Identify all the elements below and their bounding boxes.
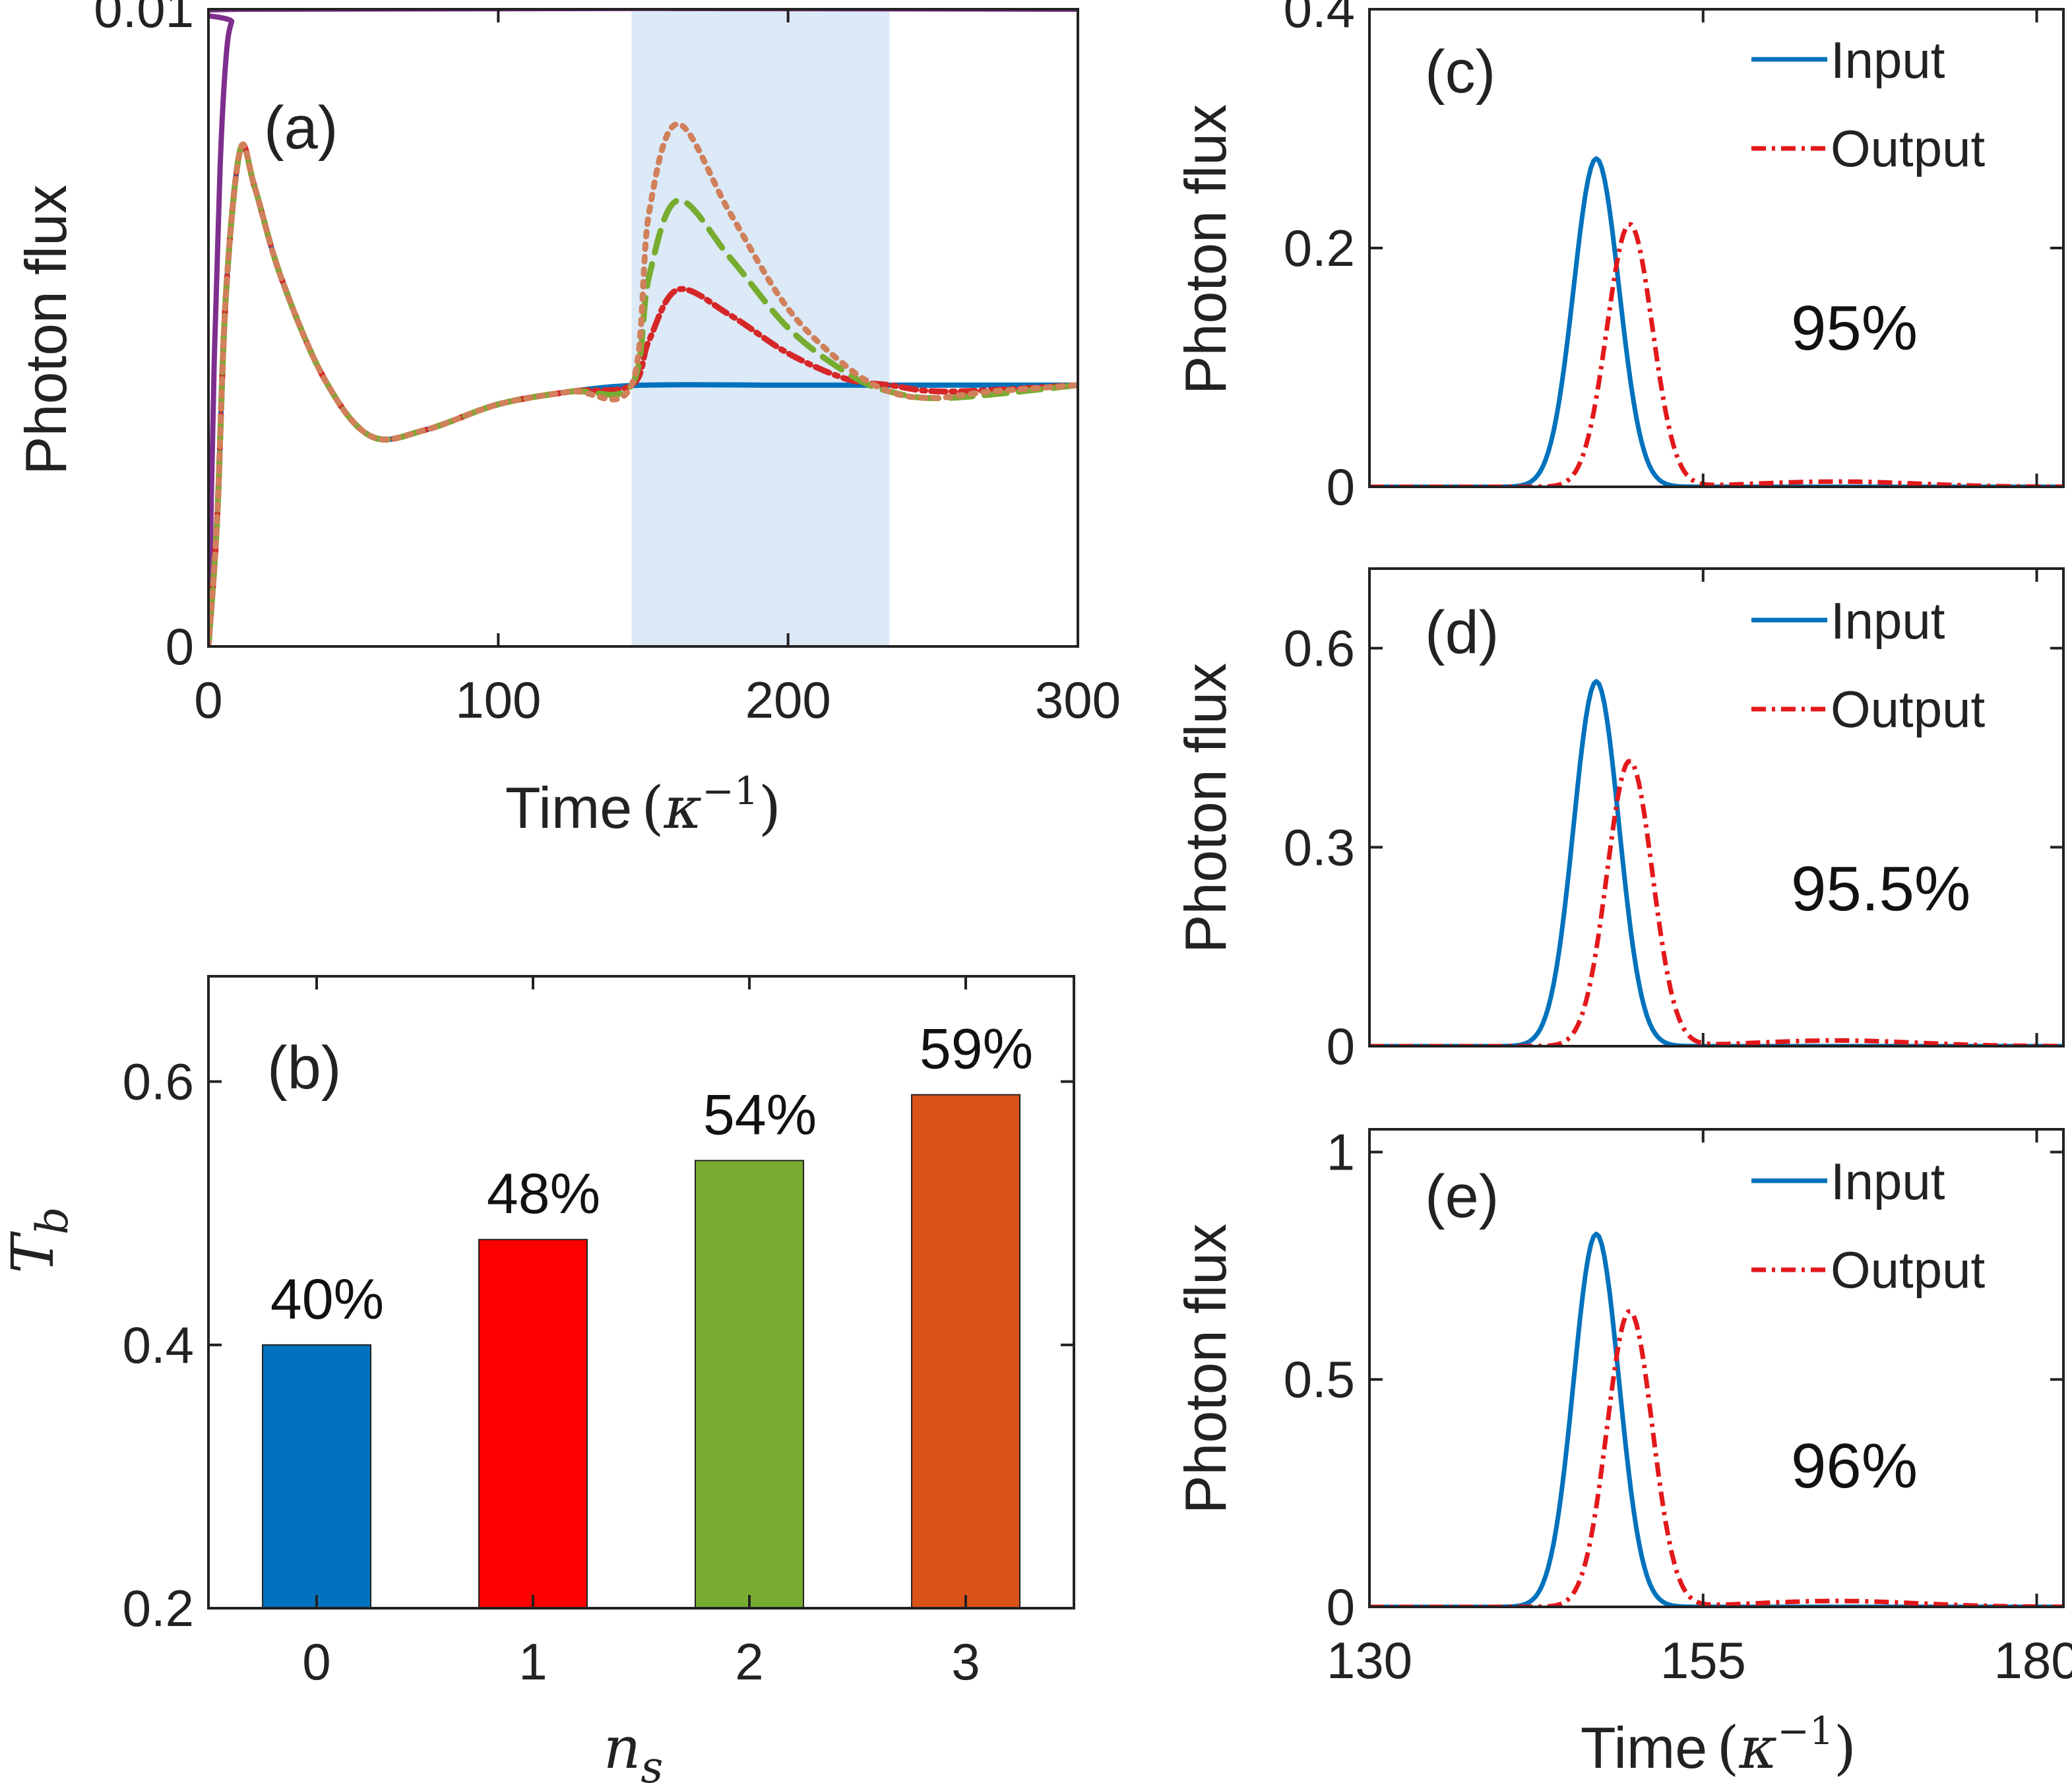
panel-e-legend-input: Input: [1831, 1152, 1945, 1210]
panel-b-xlabel: ns: [604, 1714, 664, 1783]
panel-b-label: (b): [267, 1034, 341, 1102]
panel-b-ylabel-sub: b: [27, 1207, 78, 1235]
panel-b-frame: [207, 975, 1075, 1610]
panel-b-xtick-label: 3: [951, 1633, 980, 1691]
panel-b-xtick-label: 2: [735, 1633, 763, 1691]
panel-a-ytick-label: 0: [166, 617, 194, 675]
panel-b: 40% 48% 54% 59% 0 1 2 3 0.2 0.4 0.6 (b) Tb ns: [0, 975, 1075, 1783]
panel-b-xlabel-sub: s: [641, 1742, 663, 1783]
panel-e-legend-output: Output: [1831, 1241, 1985, 1299]
panel-c-ytick-label: 0.4: [1284, 0, 1355, 38]
panel-d-ytick-label: 0: [1327, 1017, 1355, 1075]
panel-d-output-line: [1369, 759, 2063, 1046]
panel-e-xlabel-exp: −1: [1777, 1708, 1834, 1753]
panel-e-legend: Input Output: [1751, 1152, 1985, 1299]
panel-d-annotation: 95.5%: [1791, 854, 1970, 924]
panel-c-label: (c): [1425, 38, 1495, 106]
panel-e-frame: [1368, 1128, 2065, 1608]
panel-c-output-line: [1369, 222, 2063, 487]
panel-e: 130 155 180 0 0.5 1 (e) Photon flux Input Out…: [1173, 1123, 2072, 1782]
panel-e-ytick-label: 0: [1327, 1578, 1355, 1636]
panel-b-bar: [695, 1160, 804, 1609]
panel-e-xtick-label: 155: [1660, 1631, 1746, 1689]
panel-b-xtick-label: 0: [302, 1633, 330, 1691]
panel-e-output-line: [1369, 1309, 2063, 1607]
panel-a-highlight: [631, 9, 890, 646]
panel-c-input-line: [1369, 156, 2063, 487]
panel-a-xtick-label: 200: [745, 671, 831, 729]
panel-b-ytick-label: 0.2: [123, 1579, 194, 1637]
panel-e-label: (e): [1425, 1163, 1499, 1230]
panel-a-xlabel-time: Time: [505, 775, 632, 840]
panel-e-ylabel: Photon flux: [1173, 1224, 1238, 1514]
panel-d-legend-output: Output: [1831, 680, 1985, 738]
panel-b-bar: [262, 1344, 371, 1610]
panel-b-ylabel-main: T: [0, 1230, 67, 1273]
panel-a-xlabel-kappa: κ: [664, 774, 703, 842]
panel-e-xtick-label: 180: [1994, 1631, 2072, 1689]
panel-d-ytick-label: 0.6: [1284, 619, 1355, 677]
panel-a-xtick-label: 0: [194, 671, 222, 729]
panel-c: 0 0.2 0.4 (c) Photon flux Input Output 95%: [1173, 0, 2065, 516]
panel-e-xlabel-time: Time: [1581, 1715, 1707, 1780]
panel-a-xtick-label: 300: [1035, 671, 1121, 729]
panel-a-xlabel: Time (κ−1): [505, 768, 781, 842]
panel-d-ytick-label: 0.3: [1284, 818, 1355, 876]
panel-a-ytick-label: 0.01: [94, 0, 194, 38]
panel-c-legend-input: Input: [1831, 31, 1945, 89]
panel-e-xtick-label: 130: [1327, 1631, 1412, 1689]
panel-c-legend: Input Output: [1751, 31, 1985, 177]
panel-e-xlabel: Time (κ−1): [1581, 1708, 1856, 1782]
panel-b-bar-label: 54%: [703, 1083, 817, 1146]
panel-e-annotation: 96%: [1791, 1431, 1918, 1501]
panel-c-annotation: 95%: [1791, 293, 1918, 363]
panel-d-legend-input: Input: [1831, 592, 1945, 650]
panel-b-bar-label: 40%: [270, 1268, 384, 1331]
panel-a-label: (a): [264, 94, 338, 162]
panel-b-bar-label: 48%: [487, 1162, 600, 1226]
panel-a-xtick-label: 100: [455, 671, 541, 729]
panel-c-ylabel: Photon flux: [1173, 104, 1238, 394]
panel-d-legend: Input Output: [1751, 592, 1985, 738]
panel-b-xtick-label: 1: [518, 1633, 547, 1691]
panel-b-ytick-label: 0.4: [123, 1316, 194, 1374]
panel-a-series-line: [208, 121, 1078, 646]
panel-a-xlabel-exp: −1: [702, 768, 759, 813]
panel-e-ytick-label: 0.5: [1284, 1350, 1355, 1408]
panel-a: 0 100 200 300 0 0.01 (a) Photon flux Time (κ−1…: [13, 0, 1121, 842]
panel-d: 0 0.3 0.6 (d) Photon flux Input Output 95.…: [1173, 567, 2065, 1075]
panel-b-bar: [911, 1094, 1020, 1609]
panel-b-ytick-label: 0.6: [123, 1053, 194, 1111]
panel-e-ytick-label: 1: [1327, 1123, 1355, 1181]
panel-b-bar: [478, 1239, 588, 1609]
panel-e-xlabel-kappa: κ: [1739, 1714, 1778, 1782]
panel-d-frame: [1368, 567, 2065, 1048]
panel-c-legend-output: Output: [1831, 119, 1985, 177]
panel-a-series-line: [208, 9, 1078, 646]
panel-b-ylabel: Tb: [0, 1207, 78, 1274]
panel-a-ylabel: Photon flux: [13, 185, 78, 475]
panel-d-label: (d): [1425, 599, 1499, 666]
panel-b-bar-label: 59%: [920, 1018, 1033, 1081]
panel-c-ytick-label: 0.2: [1284, 219, 1355, 277]
panel-a-frame: [207, 8, 1079, 648]
panel-c-ytick-label: 0: [1327, 458, 1355, 516]
panel-d-ylabel: Photon flux: [1173, 663, 1238, 953]
panel-b-xlabel-main: n: [604, 1714, 641, 1782]
